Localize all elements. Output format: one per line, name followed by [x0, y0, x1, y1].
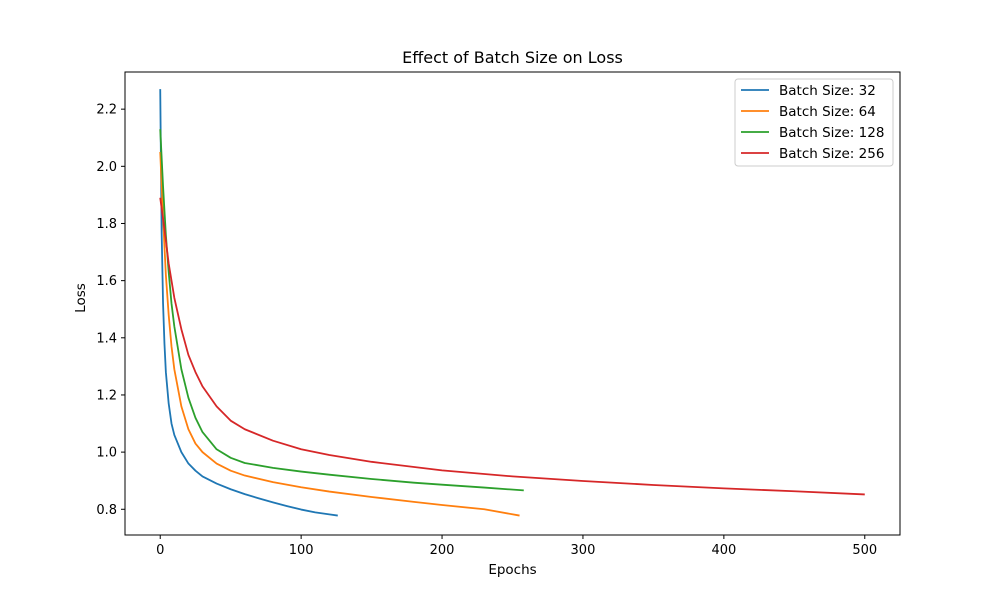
y-tick-label: 1.6: [96, 274, 117, 289]
legend-label-0: Batch Size: 32: [779, 83, 876, 99]
series-line-1: [159, 151, 520, 517]
x-axis-label: Epochs: [488, 562, 536, 578]
y-axis-label: Loss: [73, 283, 89, 313]
series-line-0: [159, 89, 338, 517]
legend-label-1: Batch Size: 64: [779, 104, 876, 120]
y-tick-label: 1.4: [96, 331, 117, 346]
axes-layer: 0 100 200 300 400 500 0.8 1.0 1.2 1.4 1.6 1.8 2.0 2.2: [96, 71, 901, 558]
y-tick-label: 2.0: [96, 160, 117, 175]
legend-frame: [734, 78, 894, 167]
series-line-3: [159, 197, 865, 496]
legend-label-2: Batch Size: 128: [779, 125, 884, 141]
plot-frame: [124, 71, 901, 536]
x-tick-label: 500: [852, 543, 877, 558]
chart-title: Effect of Batch Size on Loss: [402, 48, 623, 67]
y-tick-label: 1.0: [96, 446, 117, 461]
series-layer: [159, 89, 865, 517]
y-tick-label: 2.2: [96, 103, 117, 118]
x-tick-label: 300: [571, 543, 596, 558]
y-tick-label: 1.8: [96, 217, 117, 232]
series-line-2: [159, 129, 524, 492]
y-tick-label: 1.2: [96, 388, 117, 403]
y-tick-label: 0.8: [96, 503, 117, 518]
legend-label-3: Batch Size: 256: [779, 146, 884, 162]
x-tick-label: 200: [430, 543, 455, 558]
legend: Batch Size: 32 Batch Size: 64 Batch Size: …: [734, 78, 894, 167]
x-tick-label: 400: [711, 543, 736, 558]
x-tick-label: 100: [289, 543, 314, 558]
x-tick-label: 0: [156, 543, 164, 558]
